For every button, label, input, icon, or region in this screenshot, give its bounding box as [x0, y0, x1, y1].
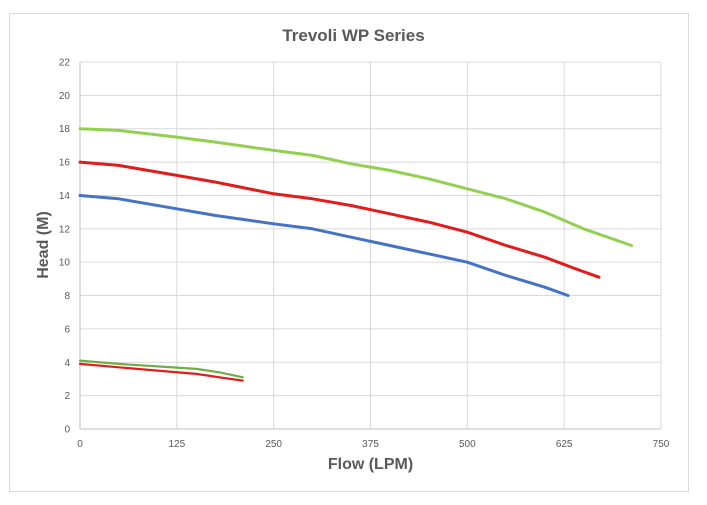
y-tick-label: 16: [59, 158, 71, 169]
grid-lines: [79, 61, 662, 430]
series-lines: [78, 127, 634, 382]
x-tick-label: 500: [459, 439, 476, 450]
y-tick-label: 22: [59, 58, 71, 69]
x-tick-label: 250: [265, 439, 282, 450]
series-line-1: [78, 127, 634, 247]
chart-title: Trevoli WP Series: [282, 26, 425, 45]
y-tick-label: 6: [64, 324, 70, 335]
y-tick-label: 0: [64, 425, 70, 436]
series-line-5: [78, 362, 244, 382]
x-tick-label: 0: [77, 439, 83, 450]
y-tick-label: 18: [59, 124, 71, 135]
x-tick-label: 375: [362, 439, 379, 450]
y-tick-label: 14: [59, 191, 71, 202]
series-line-4: [78, 359, 244, 379]
y-tick-label: 20: [59, 91, 71, 102]
y-tick-label: 8: [64, 291, 70, 302]
y-axis-title: Head (M): [35, 211, 52, 279]
x-axis-title: Flow (LPM): [327, 456, 414, 473]
series-line-3: [78, 194, 570, 297]
x-tick-label: 125: [168, 439, 185, 450]
chart-frame: [9, 13, 689, 492]
x-tick-label: 750: [653, 439, 670, 450]
y-tick-label: 4: [64, 358, 70, 369]
tick-labels: 0 2 4 6 8 10 12 14 16 18 20 22 0 125 250 375 500 625 750: [59, 58, 670, 451]
y-tick-label: 12: [59, 224, 71, 235]
y-tick-label: 2: [64, 391, 70, 402]
series-line-2: [78, 160, 601, 279]
x-tick-label: 625: [556, 439, 573, 450]
y-tick-label: 10: [59, 258, 71, 269]
